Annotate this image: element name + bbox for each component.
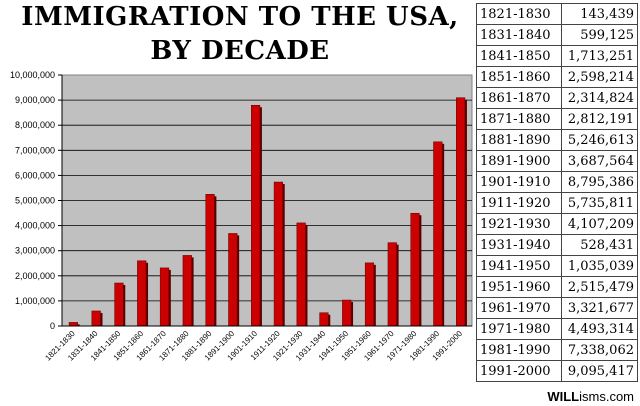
table-value-cell: 599,125 xyxy=(561,24,638,46)
table-value-cell: 2,515,479 xyxy=(561,276,638,298)
bar xyxy=(114,282,124,327)
table-decade-cell: 1961-1970 xyxy=(476,297,562,319)
y-tick-label: 8,000,000 xyxy=(15,120,55,130)
title-line-2: BY DECADE xyxy=(150,36,330,66)
table-row: 1881-1890 5,246,613 xyxy=(476,129,638,151)
table-decade-cell: 1971-1980 xyxy=(476,318,562,340)
bar xyxy=(182,255,192,327)
table-value-cell: 5,735,811 xyxy=(561,192,638,214)
y-tick-label: 9,000,000 xyxy=(15,95,55,105)
table-value-cell: 4,107,209 xyxy=(561,213,638,235)
table-value-cell: 8,795,386 xyxy=(561,171,638,193)
immigration-table: 1821-1830 143,439 1831-1840 599,125 1841-185… xyxy=(476,3,638,382)
table-decade-cell: 1911-1920 xyxy=(476,192,562,214)
bar xyxy=(456,97,466,327)
table-row: 1831-1840 599,125 xyxy=(476,24,638,46)
table-decade-cell: 1991-2000 xyxy=(476,360,562,382)
table-row: 1871-1880 2,812,191 xyxy=(476,108,638,130)
y-tick-label: 3,000,000 xyxy=(15,246,55,256)
table-row: 1981-1990 7,338,062 xyxy=(476,339,638,361)
table-row: 1921-1930 4,107,209 xyxy=(476,213,638,235)
site-credit-rest: isms.com xyxy=(579,389,634,404)
table-decade-cell: 1831-1840 xyxy=(476,24,562,46)
table-row: 1901-1910 8,795,386 xyxy=(476,171,638,193)
table-value-cell: 1,035,039 xyxy=(561,255,638,277)
y-tick-label: 2,000,000 xyxy=(15,271,55,281)
table-row: 1951-1960 2,515,479 xyxy=(476,276,638,298)
y-tick-label: 10,000,000 xyxy=(10,70,55,80)
table-value-cell: 3,321,677 xyxy=(561,297,638,319)
bar xyxy=(205,194,215,327)
bar xyxy=(68,322,78,327)
bar xyxy=(251,104,261,327)
table-value-cell: 4,493,314 xyxy=(561,318,638,340)
bar-chart: 0 1,000,000 2,000,000 3,000,000 4,000,000 5,0… xyxy=(10,70,473,362)
table-value-cell: 2,812,191 xyxy=(561,108,638,130)
table-row: 1941-1950 1,035,039 xyxy=(476,255,638,277)
bar xyxy=(296,222,306,327)
table-decade-cell: 1851-1860 xyxy=(476,66,562,88)
table-value-cell: 528,431 xyxy=(561,234,638,256)
gridlines xyxy=(62,99,472,302)
chart-title: IMMIGRATION TO THE USA, BY DECADE xyxy=(0,0,480,68)
bar xyxy=(342,299,352,327)
table-row: 1991-2000 9,095,417 xyxy=(476,360,638,382)
table-decade-cell: 1921-1930 xyxy=(476,213,562,235)
bars xyxy=(68,97,467,327)
y-tick-label: 4,000,000 xyxy=(15,221,55,231)
y-tick-label: 1,000,000 xyxy=(15,296,55,306)
table-row: 1931-1940 528,431 xyxy=(476,234,638,256)
bar xyxy=(137,260,147,327)
table-value-cell: 9,095,417 xyxy=(561,360,638,382)
bar xyxy=(159,267,170,327)
table-decade-cell: 1891-1900 xyxy=(476,150,562,172)
bar xyxy=(273,181,283,327)
title-line-1: IMMIGRATION TO THE USA, xyxy=(21,2,459,32)
table-row: 1891-1900 3,687,564 xyxy=(476,150,638,172)
table-row: 1851-1860 2,598,214 xyxy=(476,66,638,88)
y-tick-label: 0 xyxy=(50,321,55,331)
table-decade-cell: 1941-1950 xyxy=(476,255,562,277)
y-tick-label: 7,000,000 xyxy=(15,145,55,155)
table-decade-cell: 1951-1960 xyxy=(476,276,562,298)
bar xyxy=(387,242,397,327)
table-row: 1911-1920 5,735,811 xyxy=(476,192,638,214)
site-credit: WILLisms.com xyxy=(547,389,634,404)
bar xyxy=(433,141,443,327)
bar xyxy=(319,312,329,327)
table-row: 1821-1830 143,439 xyxy=(476,3,638,25)
y-tick-label: 6,000,000 xyxy=(15,170,55,180)
table-value-cell: 7,338,062 xyxy=(561,339,638,361)
table-value-cell: 143,439 xyxy=(561,3,638,25)
table-value-cell: 1,713,251 xyxy=(561,45,638,67)
table-decade-cell: 1881-1890 xyxy=(476,129,562,151)
table-decade-cell: 1981-1990 xyxy=(476,339,562,361)
table-decade-cell: 1821-1830 xyxy=(476,3,562,25)
table-decade-cell: 1931-1940 xyxy=(476,234,562,256)
site-credit-bold: WILL xyxy=(547,389,580,404)
bar xyxy=(410,212,420,327)
y-axis: 0 1,000,000 2,000,000 3,000,000 4,000,000 5,0… xyxy=(10,70,63,331)
table-decade-cell: 1901-1910 xyxy=(476,171,562,193)
y-tick-label: 5,000,000 xyxy=(15,196,55,206)
bar xyxy=(228,233,238,327)
table-row: 1841-1850 1,713,251 xyxy=(476,45,638,67)
table-value-cell: 5,246,613 xyxy=(561,129,638,151)
bar xyxy=(91,310,101,327)
table-value-cell: 2,314,824 xyxy=(561,87,638,109)
table-value-cell: 3,687,564 xyxy=(561,150,638,172)
table-row: 1861-1870 2,314,824 xyxy=(476,87,638,109)
bar xyxy=(364,262,375,327)
table-row: 1971-1980 4,493,314 xyxy=(476,318,638,340)
table-row: 1961-1970 3,321,677 xyxy=(476,297,638,319)
x-axis: 1821-18301831-18401841-18501851-18601861… xyxy=(43,325,472,362)
table-value-cell: 2,598,214 xyxy=(561,66,638,88)
table-decade-cell: 1841-1850 xyxy=(476,45,562,67)
table-decade-cell: 1871-1880 xyxy=(476,108,562,130)
table-decade-cell: 1861-1870 xyxy=(476,87,562,109)
